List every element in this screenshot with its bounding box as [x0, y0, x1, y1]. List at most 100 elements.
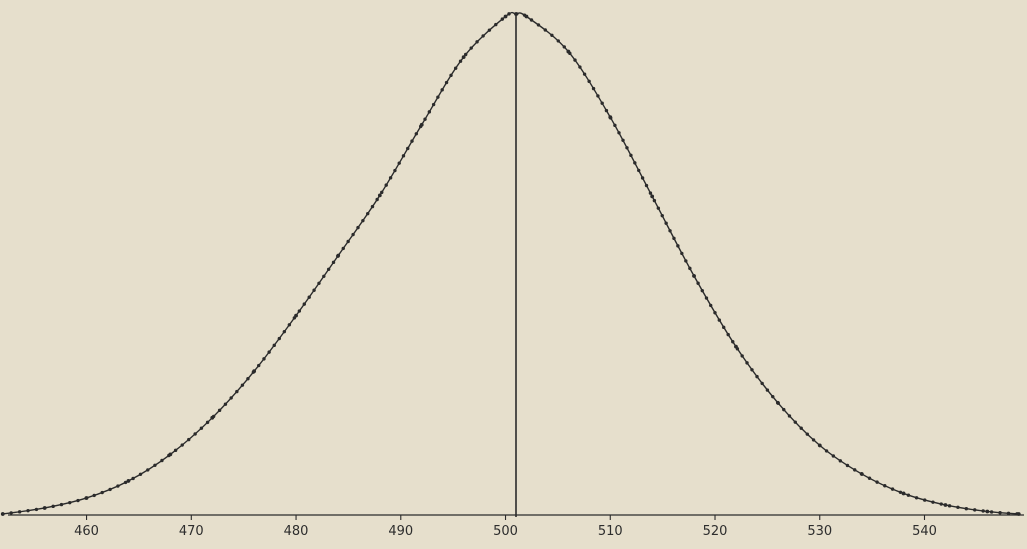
curve-dot: [406, 146, 410, 151]
curve-dot: [562, 45, 566, 49]
curve-dot: [444, 80, 449, 85]
curve-dot: [410, 139, 414, 143]
curve-dot: [17, 510, 22, 514]
curve-dot: [745, 361, 749, 365]
data-point: [294, 313, 298, 318]
data-point: [817, 443, 822, 448]
curve-dot: [397, 161, 401, 165]
curve-dot: [205, 420, 210, 425]
curve-dot: [621, 138, 625, 142]
curve-dot: [138, 472, 143, 476]
curve-dot: [229, 396, 233, 400]
curve-dot: [436, 95, 440, 99]
curve-dot: [366, 211, 370, 216]
data-point: [0, 512, 5, 516]
curve-dot: [771, 394, 775, 399]
curve-dot: [494, 22, 498, 27]
curve-dot: [625, 146, 629, 150]
curve-dot: [272, 343, 276, 348]
curve-dot: [282, 329, 287, 334]
curve-dot: [341, 246, 345, 251]
curve-dot: [713, 311, 717, 315]
curve-dot: [223, 402, 228, 406]
curve-dot: [799, 426, 803, 430]
curve-dot: [449, 73, 453, 78]
data-point: [419, 122, 424, 127]
curve-dot: [883, 484, 887, 488]
curve-dot: [704, 296, 709, 300]
curve-dot: [838, 459, 843, 463]
curve-dot: [923, 498, 927, 502]
curve-dot: [750, 368, 754, 372]
curve-dot: [302, 302, 306, 306]
curve-dot: [731, 340, 735, 344]
curve-dot: [973, 508, 977, 512]
curve-dot: [680, 251, 684, 256]
curve-dot: [805, 432, 810, 436]
curve-dot: [440, 88, 444, 92]
curve-dot: [322, 274, 326, 278]
data-point: [985, 509, 990, 514]
curve-dot: [939, 502, 943, 506]
curve-dot: [351, 232, 355, 237]
curve-dot: [59, 502, 64, 507]
curve-dot: [617, 131, 621, 135]
curve-dot: [68, 500, 72, 505]
curve-dot: [591, 86, 596, 91]
data-point: [514, 12, 518, 16]
curve-dot: [853, 468, 857, 472]
curve-dot: [277, 336, 282, 341]
data-point: [524, 14, 529, 19]
data-point: [377, 193, 382, 198]
curve-dot: [981, 509, 985, 513]
curve-dot: [782, 407, 786, 412]
data-point: [252, 369, 257, 374]
curve-dot: [393, 168, 397, 173]
curve-dot: [613, 123, 617, 128]
curve-dot: [573, 58, 577, 62]
curve-dot: [875, 480, 879, 484]
x-tick-label: 460: [74, 524, 99, 539]
curve-dot: [914, 496, 919, 500]
curve-dot: [317, 281, 321, 285]
x-tick-label: 510: [598, 524, 623, 539]
curve-dot: [556, 39, 560, 43]
curve-dot: [898, 490, 903, 494]
curve-dot: [507, 12, 511, 16]
data-point: [566, 49, 571, 54]
data-point: [126, 479, 131, 483]
curve-dot: [582, 72, 587, 76]
curve-dot: [123, 480, 128, 485]
curve-dot: [637, 168, 641, 173]
curve-dot: [375, 197, 379, 202]
x-tick-label: 540: [912, 524, 937, 539]
curve-dot: [193, 432, 197, 436]
curve-dot: [246, 377, 250, 381]
curve-dot: [34, 507, 39, 512]
curve-dot: [676, 244, 680, 248]
curve-dot: [453, 66, 458, 70]
curve-dot: [640, 176, 645, 180]
data-point: [692, 274, 696, 278]
curve-dot: [668, 229, 672, 233]
curve-dot: [787, 414, 792, 418]
curve-dot: [160, 458, 164, 463]
curve-dot: [92, 493, 96, 498]
curve-dot: [1006, 511, 1011, 516]
curve-dot: [660, 213, 664, 218]
x-tick-label: 520: [703, 524, 728, 539]
curve-dot: [217, 408, 222, 413]
curve-dot: [652, 198, 657, 203]
curve-dot: [9, 511, 13, 515]
curve-dot: [131, 476, 135, 481]
curve-dot: [173, 448, 178, 453]
curve-dot: [890, 487, 895, 491]
curve-dot: [331, 260, 336, 265]
curve-dot: [931, 500, 935, 504]
data-point: [210, 415, 215, 420]
curve-layer: [0, 11, 1021, 516]
curve-dot: [536, 23, 541, 27]
curve-dot: [427, 110, 432, 114]
data-point: [901, 491, 906, 496]
